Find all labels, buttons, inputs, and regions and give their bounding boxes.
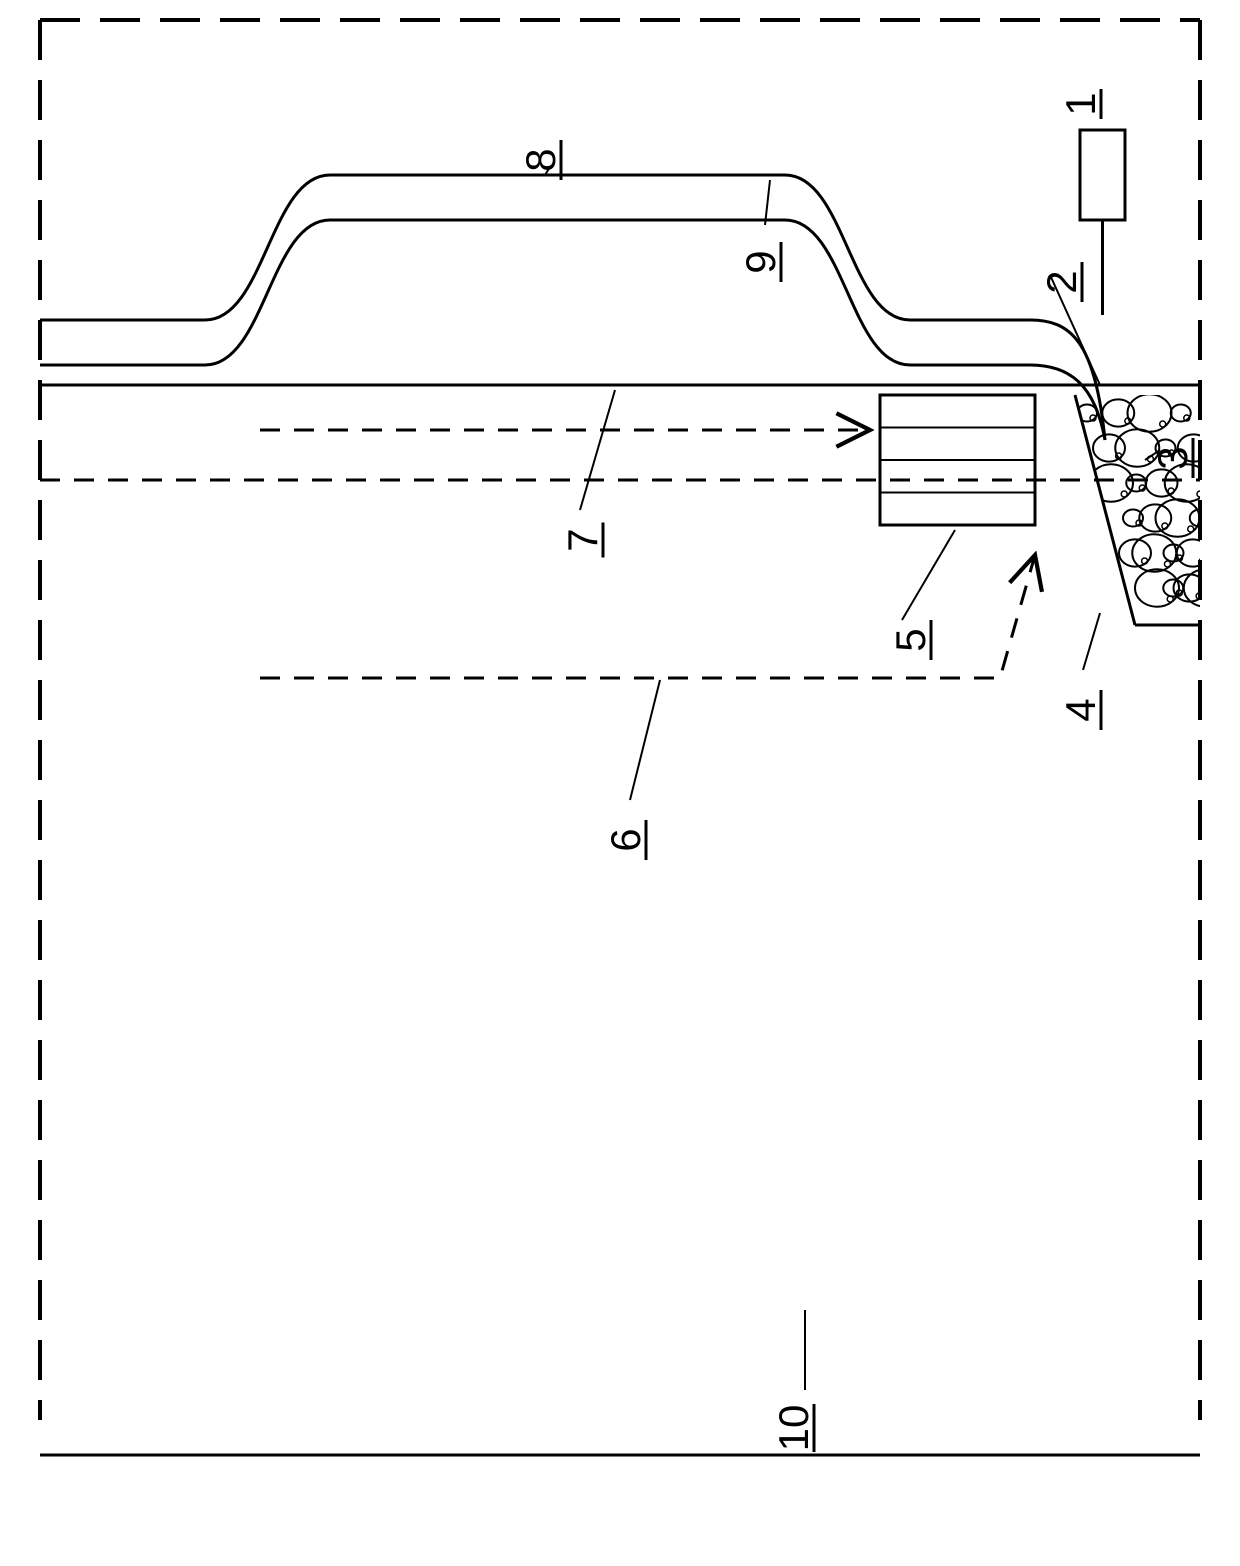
rock-pebble	[1184, 569, 1228, 606]
label-5-text: 5	[887, 628, 934, 651]
label-7: 7	[559, 390, 615, 558]
label-5: 5	[887, 530, 955, 660]
label-10-text: 10	[770, 1405, 817, 1452]
rock-pebble-small	[1164, 561, 1170, 567]
label-3-text: 3	[1149, 446, 1196, 469]
rock-pebble	[1171, 405, 1191, 422]
rock-pebble-small	[1121, 491, 1127, 497]
label-9-leader	[765, 180, 770, 225]
label-4-text: 4	[1057, 698, 1104, 721]
label-9-text: 9	[737, 250, 784, 273]
label-4: 4	[1057, 613, 1104, 730]
label-8-text: 8	[517, 148, 564, 171]
label-10: 10	[770, 1310, 817, 1452]
rock-pebble	[1093, 434, 1125, 461]
rect-block	[1080, 130, 1125, 220]
rock-pebble-small	[1216, 596, 1222, 602]
label-7-text: 7	[559, 528, 606, 551]
label-5-leader	[902, 530, 955, 620]
rock-pebble-small	[1160, 421, 1166, 427]
label-1: 1	[1057, 89, 1104, 119]
rock-pebble-small	[1197, 491, 1203, 497]
label-1-text: 1	[1057, 92, 1104, 115]
tube-inner	[40, 220, 1105, 440]
label-7-leader	[580, 390, 615, 510]
tube-outer	[40, 175, 1105, 440]
rock-region	[1075, 394, 1228, 625]
rock-pebble	[1164, 545, 1184, 562]
label-6-text: 6	[602, 828, 649, 851]
label-9: 9	[737, 180, 784, 282]
rock-pebble	[1126, 475, 1146, 492]
label-2-text: 2	[1038, 270, 1085, 293]
rock-pebble	[1177, 539, 1209, 566]
rock-pebble-small	[1203, 520, 1209, 526]
label-6: 6	[602, 680, 660, 860]
rock-pebble	[1146, 469, 1178, 496]
label-4-leader	[1083, 613, 1100, 670]
dashed-path-lower	[260, 555, 1035, 678]
label-6-leader	[630, 680, 660, 800]
rock-pebble-small	[1188, 526, 1194, 532]
